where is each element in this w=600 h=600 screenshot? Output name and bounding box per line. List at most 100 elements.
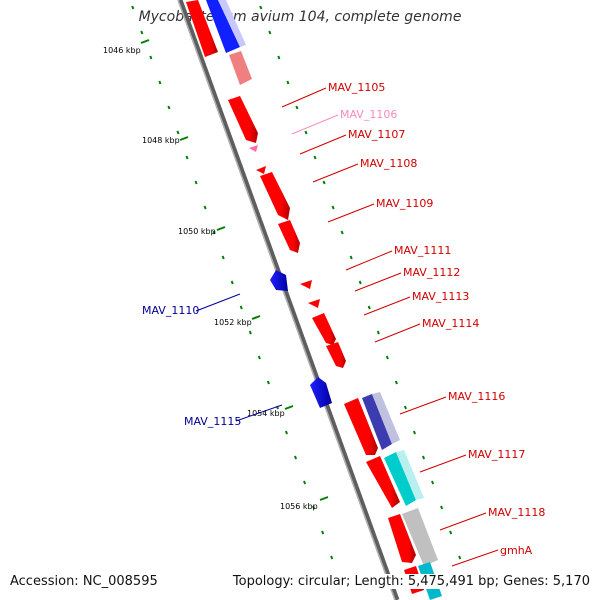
kbp-label-1056: 1056 kbp <box>280 502 318 511</box>
kbp-marker <box>284 405 294 410</box>
gene-arrow-reverse[interactable] <box>362 394 392 450</box>
tick-mark <box>304 130 308 135</box>
gene-arrow-forward[interactable] <box>278 220 300 253</box>
gene-label[interactable]: MAV_1110 <box>142 304 199 317</box>
tick-mark <box>149 55 153 60</box>
tick-mark <box>421 455 426 460</box>
tick-mark <box>376 330 380 335</box>
gene-arrow-forward[interactable] <box>326 342 346 368</box>
tick-mark <box>403 405 407 410</box>
tick-mark <box>331 205 335 210</box>
tick-mark <box>286 80 290 85</box>
tick-mark <box>449 530 453 535</box>
gene-label[interactable]: MAV_1107 <box>348 128 405 141</box>
kbp-marker <box>216 226 226 231</box>
gene-label[interactable]: MAV_1114 <box>422 317 479 330</box>
gene-labels: MAV_1105 MAV_1106 MAV_1107 MAV_1108 MAV_… <box>142 81 545 557</box>
kbp-label-1054: 1054 kbp <box>247 409 285 418</box>
kbp-marker <box>251 315 261 320</box>
gene-arrow-forward[interactable] <box>366 456 400 508</box>
kbp-label-1048: 1048 kbp <box>142 136 180 145</box>
gene-label[interactable]: MAV_1111 <box>394 244 451 257</box>
tick-mark <box>458 555 462 560</box>
tick-mark <box>259 5 263 10</box>
kbp-marker <box>140 39 150 44</box>
tick-mark <box>266 380 270 385</box>
tick-mark <box>194 180 198 185</box>
kbp-scale: 1046 kbp 1048 kbp 1050 kbp 1052 kbp 1054… <box>103 39 329 511</box>
gene-arrow-forward[interactable] <box>312 313 336 345</box>
tick-mark <box>257 355 261 360</box>
gene-label[interactable]: gmhA <box>500 544 533 557</box>
tick-mark <box>358 280 362 285</box>
gene-label[interactable]: MAV_1108 <box>360 157 417 170</box>
tick-mark <box>303 480 307 485</box>
tick-mark <box>284 430 289 435</box>
tick-mark <box>268 30 272 35</box>
tick-mark <box>440 505 444 510</box>
tick-mark <box>322 180 326 185</box>
tick-mark <box>158 80 162 85</box>
gene-arrow-forward[interactable] <box>308 299 320 308</box>
gene-arrow-forward[interactable] <box>256 166 266 174</box>
tick-mark <box>167 105 171 110</box>
tick-mark <box>295 105 299 110</box>
kbp-label-1050: 1050 kbp <box>178 227 216 236</box>
gene-shadow <box>402 508 438 566</box>
gene-arrow-reverse[interactable] <box>384 452 416 506</box>
tick-mark <box>277 55 281 60</box>
tick-mark <box>313 155 317 160</box>
gene-label[interactable]: MAV_1112 <box>403 266 460 279</box>
gene-label[interactable]: MAV_1118 <box>488 506 545 519</box>
tick-mark <box>330 555 334 560</box>
gene-arrow-forward[interactable] <box>228 96 258 143</box>
tick-mark <box>385 355 389 360</box>
gene-shadow <box>218 0 246 47</box>
tick-mark <box>431 480 435 485</box>
tick-mark <box>340 230 344 235</box>
gene-arrow-reverse[interactable] <box>270 270 288 291</box>
gene-arrow-reverse[interactable] <box>206 0 240 53</box>
gene-shadow <box>372 392 400 444</box>
gene-arrow-forward[interactable] <box>344 398 378 455</box>
tick-mark <box>312 505 316 510</box>
tick-mark <box>321 530 325 535</box>
gene-label[interactable]: MAV_1117 <box>468 448 525 461</box>
gene-label[interactable]: MAV_1113 <box>412 290 469 303</box>
gene-arrow-forward[interactable] <box>388 514 416 563</box>
gene-arrow-forward[interactable] <box>300 280 312 289</box>
kbp-marker <box>319 496 329 501</box>
tick-mark <box>230 280 234 285</box>
kbp-marker <box>179 136 189 141</box>
gene-label[interactable]: MAV_1116 <box>448 390 505 403</box>
accession-text: Accession: NC_008595 <box>9 574 159 589</box>
gene-arrow-forward[interactable] <box>249 145 258 152</box>
tick-mark <box>248 330 252 335</box>
tick-mark <box>349 255 353 260</box>
tick-mark <box>293 455 298 460</box>
gene-label[interactable]: MAV_1115 <box>184 415 241 428</box>
gene-label[interactable]: MAV_1109 <box>376 197 433 210</box>
gene-label[interactable]: MAV_1105 <box>328 81 385 94</box>
tick-mark <box>203 205 207 210</box>
genome-backbone <box>177 0 400 600</box>
kbp-label-1046: 1046 kbp <box>103 46 141 55</box>
tick-tracks <box>131 5 471 585</box>
gene-shadow <box>396 450 424 500</box>
label-leaders <box>195 87 499 567</box>
tick-mark <box>140 30 144 35</box>
kbp-label-1052: 1052 kbp <box>214 318 252 327</box>
gene-arrow-forward[interactable] <box>186 0 218 57</box>
tick-mark <box>394 380 398 385</box>
gene-arrow-forward[interactable] <box>229 51 252 85</box>
tick-mark <box>239 305 243 310</box>
gene-arrow-forward[interactable] <box>260 172 290 220</box>
gene-label[interactable]: MAV_1106 <box>340 108 397 121</box>
gene-arrow-reverse[interactable] <box>310 377 332 408</box>
tick-mark <box>212 230 216 235</box>
tick-mark <box>185 155 189 160</box>
tick-mark <box>412 430 417 435</box>
tick-mark <box>176 130 180 135</box>
